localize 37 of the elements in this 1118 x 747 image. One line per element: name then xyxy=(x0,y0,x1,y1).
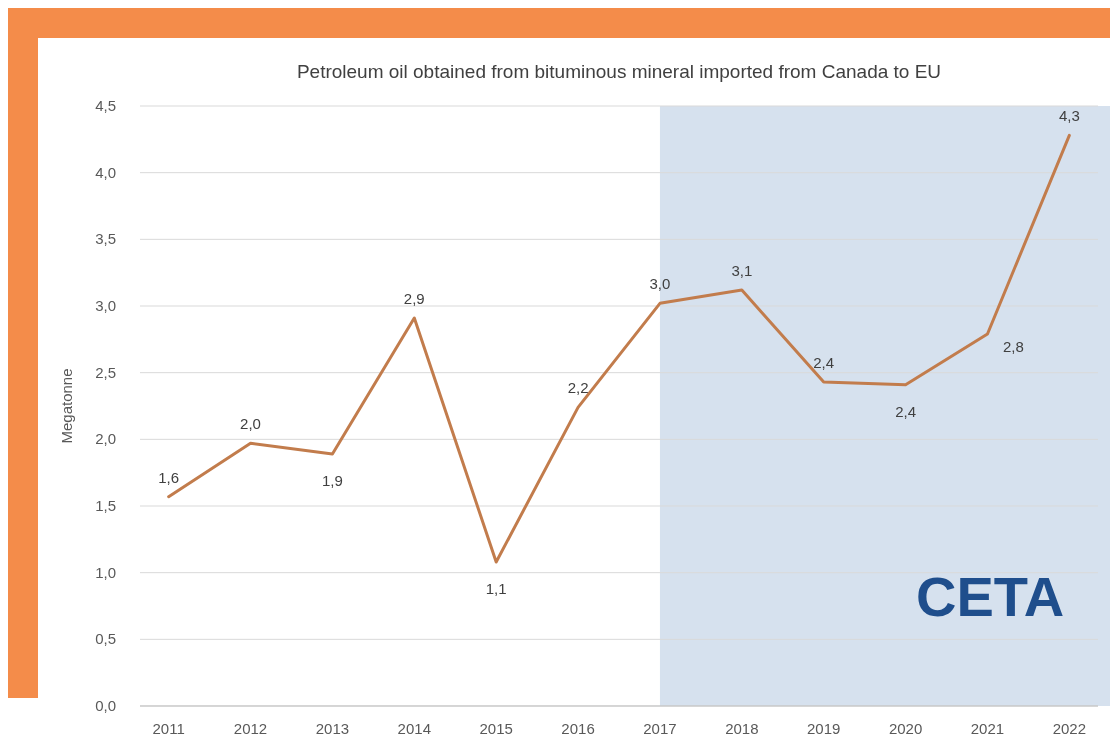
data-label: 3,1 xyxy=(731,262,753,279)
data-label: 1,1 xyxy=(485,580,507,597)
y-tick-label: 3,5 xyxy=(95,230,116,248)
chart-title: Petroleum oil obtained from bituminous mineral imported from Canada to EU xyxy=(296,61,942,82)
data-label: 2,9 xyxy=(403,290,425,307)
band-label: CETA xyxy=(915,565,1065,628)
x-tick-label: 2014 xyxy=(397,720,431,737)
y-tick-label: 2,5 xyxy=(95,363,116,381)
x-tick-label: 2018 xyxy=(725,720,759,737)
y-tick-label: 0,0 xyxy=(95,697,116,714)
y-tick-label: 0,5 xyxy=(95,630,116,648)
x-tick-label: 2017 xyxy=(643,720,677,737)
y-tick-label: 2,0 xyxy=(95,430,116,448)
x-tick-label: 2011 xyxy=(152,720,185,737)
x-tick-label: 2015 xyxy=(479,720,513,737)
data-label: 2,2 xyxy=(567,379,589,397)
y-tick-label: 4,5 xyxy=(95,97,116,114)
data-label: 1,9 xyxy=(321,472,343,489)
data-label: 2,8 xyxy=(1003,338,1024,355)
x-tick-label: 2012 xyxy=(233,720,268,737)
data-label: 2,0 xyxy=(240,415,261,433)
data-label: 2,4 xyxy=(895,402,917,420)
x-tick-label: 2019 xyxy=(807,720,841,737)
x-tick-label: 2020 xyxy=(888,720,923,737)
y-tick-label: 3,0 xyxy=(95,297,116,314)
x-tick-label: 2016 xyxy=(561,720,595,737)
data-label: 2,4 xyxy=(813,354,835,371)
data-label: 4,3 xyxy=(1058,107,1080,125)
y-axis-title: Megatonne xyxy=(58,368,75,444)
y-tick-label: 4,0 xyxy=(95,163,116,181)
y-tick-label: 1,0 xyxy=(95,563,116,581)
y-tick-label: 1,5 xyxy=(95,497,116,514)
x-tick-label: 2013 xyxy=(315,720,350,737)
data-label: 1,6 xyxy=(158,468,180,486)
x-tick-label: 2022 xyxy=(1052,720,1087,737)
x-tick-label: 2021 xyxy=(970,720,1005,737)
data-label: 3,0 xyxy=(649,275,671,293)
